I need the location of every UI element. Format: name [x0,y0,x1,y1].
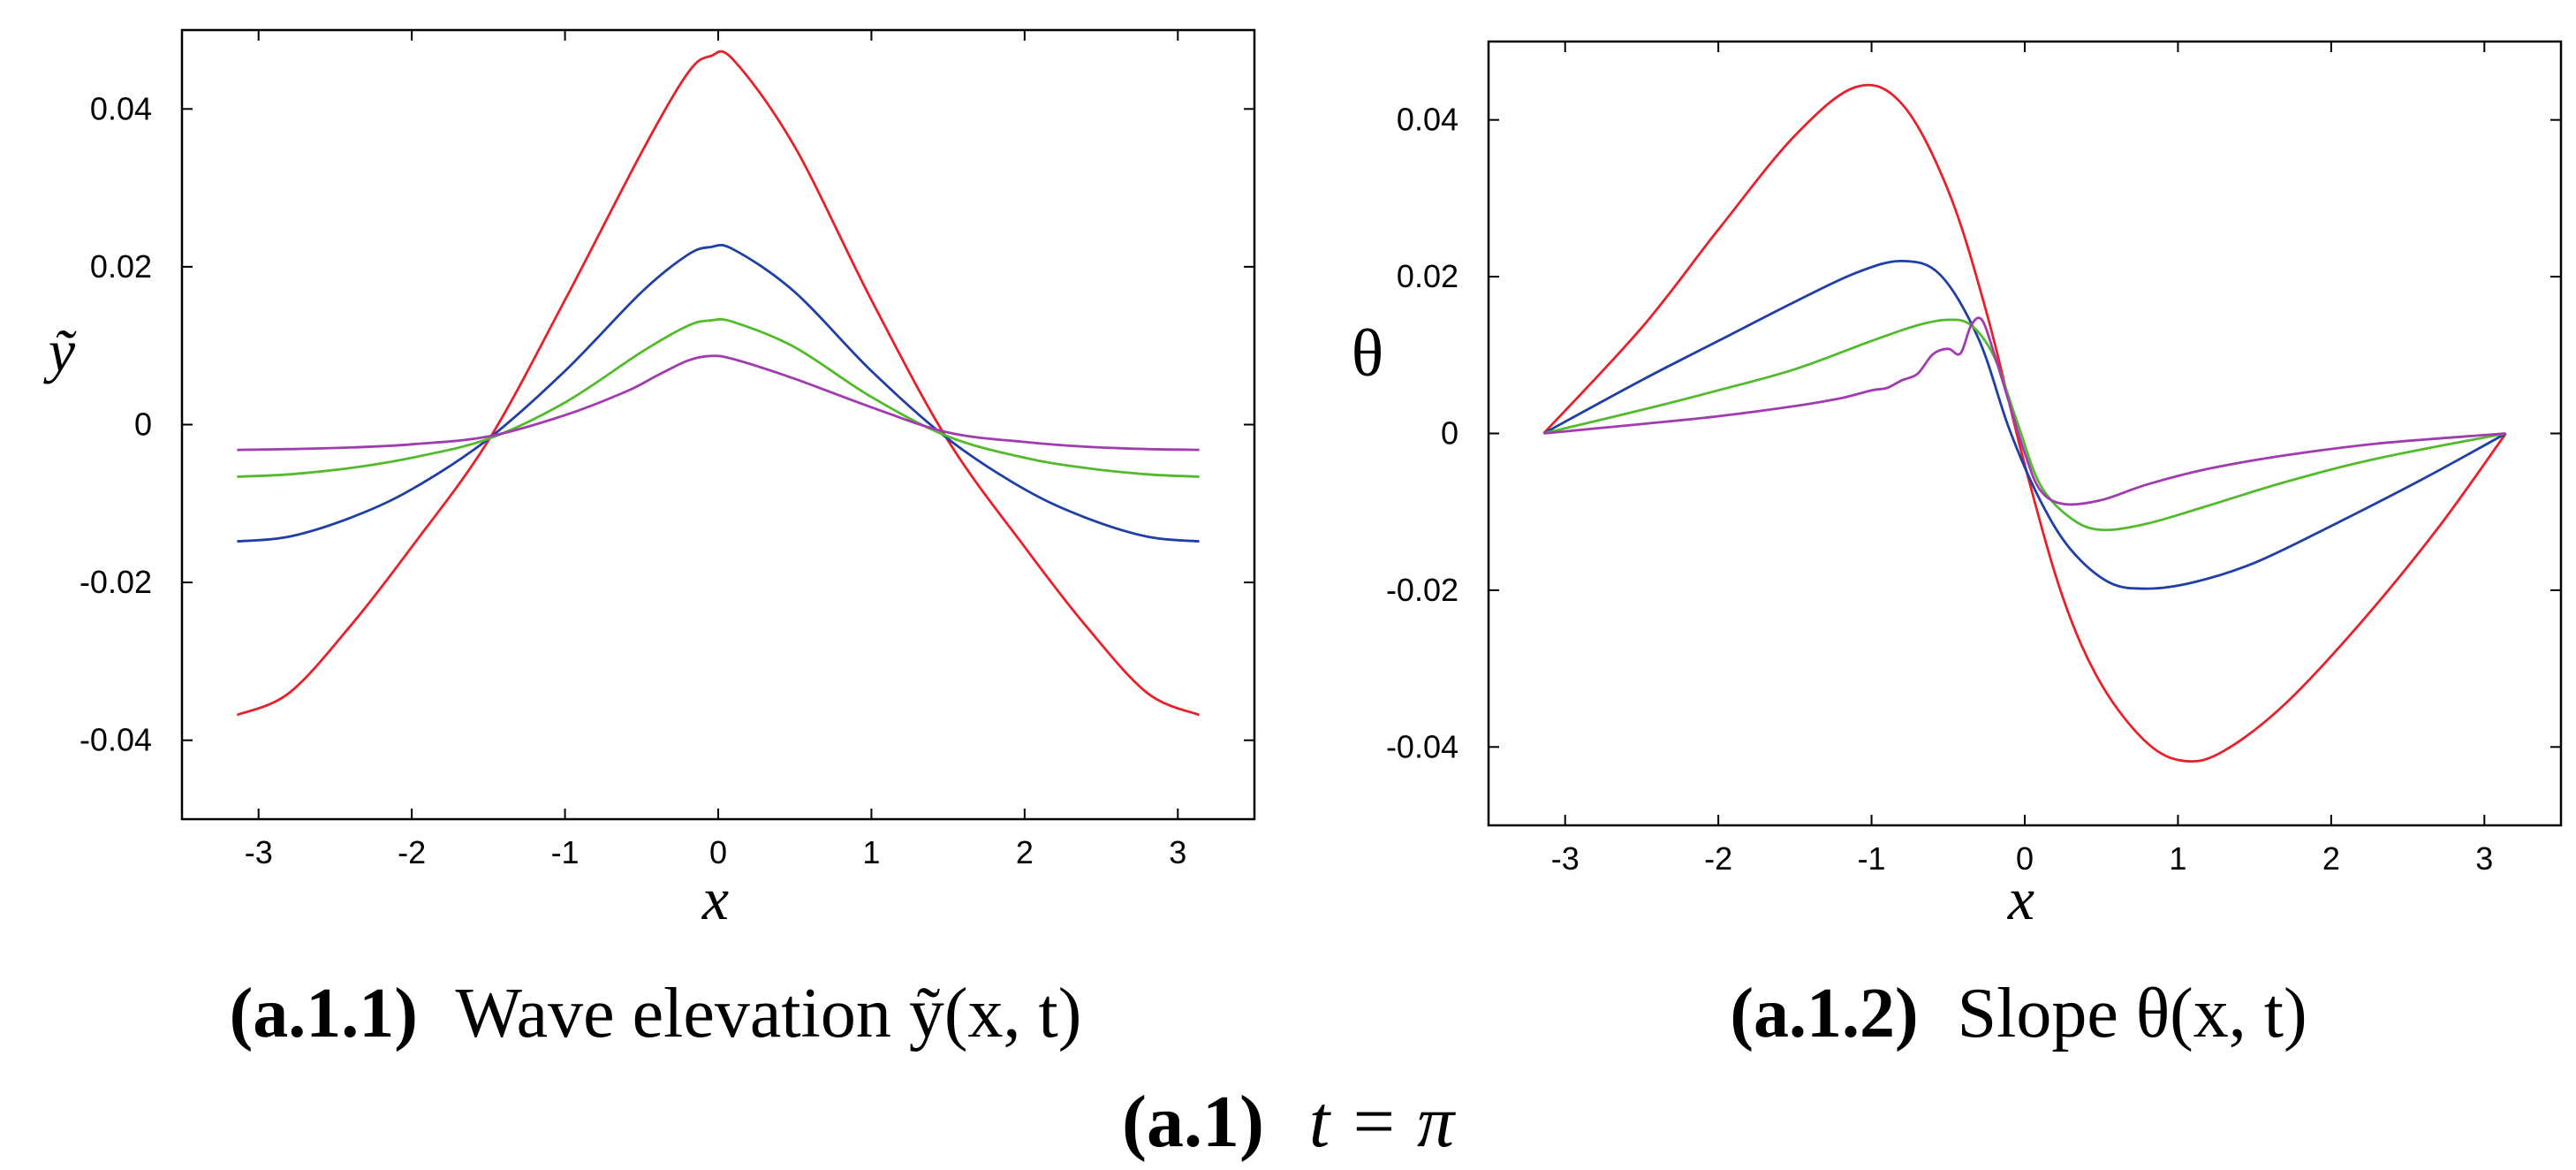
plot-frame [1487,40,2563,827]
plot-frame [180,28,1256,821]
tick-group: -3 -2 -1 0 1 2 3 -0.04 -0.02 0 0.02 0.04 [80,30,1254,870]
y-tick-label: -0.02 [80,564,152,600]
y-tick-label: 0.02 [1397,258,1458,294]
x-tick-label: -3 [245,834,273,870]
y-tick-label: 0.04 [90,90,152,126]
x-tick-label: 3 [2475,840,2493,877]
x-tick-label: -3 [1551,840,1580,877]
y-tick-label: -0.02 [1386,572,1458,608]
figure-caption-label: (a.1) [1122,1081,1264,1163]
purple-series-line [1543,316,2506,506]
y-tick-label: 0.04 [1397,102,1458,138]
y-tick-label: 0 [1441,415,1458,452]
x-tick-label: -1 [551,834,580,870]
y-tick-label: -0.04 [80,722,152,758]
panel-caption-text: Wave elevation ỹ(x, t) [456,975,1082,1052]
x-tick-label: 1 [2169,840,2186,877]
red-series-line [1542,83,2507,764]
x-tick-label: 2 [1016,834,1034,870]
panel-caption: (a.1.2) Slope θ(x, t) [1730,975,2307,1052]
y-tick-label: 0 [134,406,152,443]
panel-caption-text: Slope θ(x, t) [1958,975,2307,1052]
green-series-line [237,317,1200,478]
x-tick-label: 0 [2016,840,2034,877]
panel-caption-label: (a.1.1) [230,975,418,1052]
panel-caption: (a.1.1) Wave elevation ỹ(x, t) [230,975,1082,1052]
blue-series-line [1542,259,2507,590]
green-series-line [1543,318,2506,532]
x-axis-label: x [2007,865,2034,932]
x-tick-label: 0 [709,834,727,870]
tick-group: -3 -2 -1 0 1 2 3 -0.04 -0.02 0 0.02 0.04 [1386,42,2561,877]
y-axis-label: ỹ [43,317,77,384]
y-tick-label: -0.04 [1386,728,1458,764]
red-series-line [236,49,1201,717]
x-tick-label: -1 [1858,840,1886,877]
panel-caption-label: (a.1.2) [1730,975,1918,1052]
figure-caption-text: t = π [1309,1081,1457,1163]
y-tick-label: 0.02 [90,248,152,285]
purple-series-line [237,354,1200,452]
x-tick-label: -2 [1704,840,1732,877]
y-axis-label: θ [1352,316,1383,391]
slope-plot: -3 -2 -1 0 1 2 3 -0.04 -0.02 0 0.02 0.04 x θ (a.1.2… [1352,40,2563,1052]
blue-series-line [237,243,1200,543]
x-tick-label: 1 [862,834,880,870]
x-tick-label: 3 [1169,834,1186,870]
figure-caption: (a.1) t = π [1122,1081,1457,1163]
x-axis-label: x [701,865,729,932]
x-tick-label: 2 [2322,840,2340,877]
x-tick-label: -2 [398,834,426,870]
elevation-plot: -3 -2 -1 0 1 2 3 -0.04 -0.02 0 0.02 0.04 x ỹ (a.1.1… [43,28,1256,1052]
series-group [1542,83,2507,764]
series-group [236,49,1201,717]
